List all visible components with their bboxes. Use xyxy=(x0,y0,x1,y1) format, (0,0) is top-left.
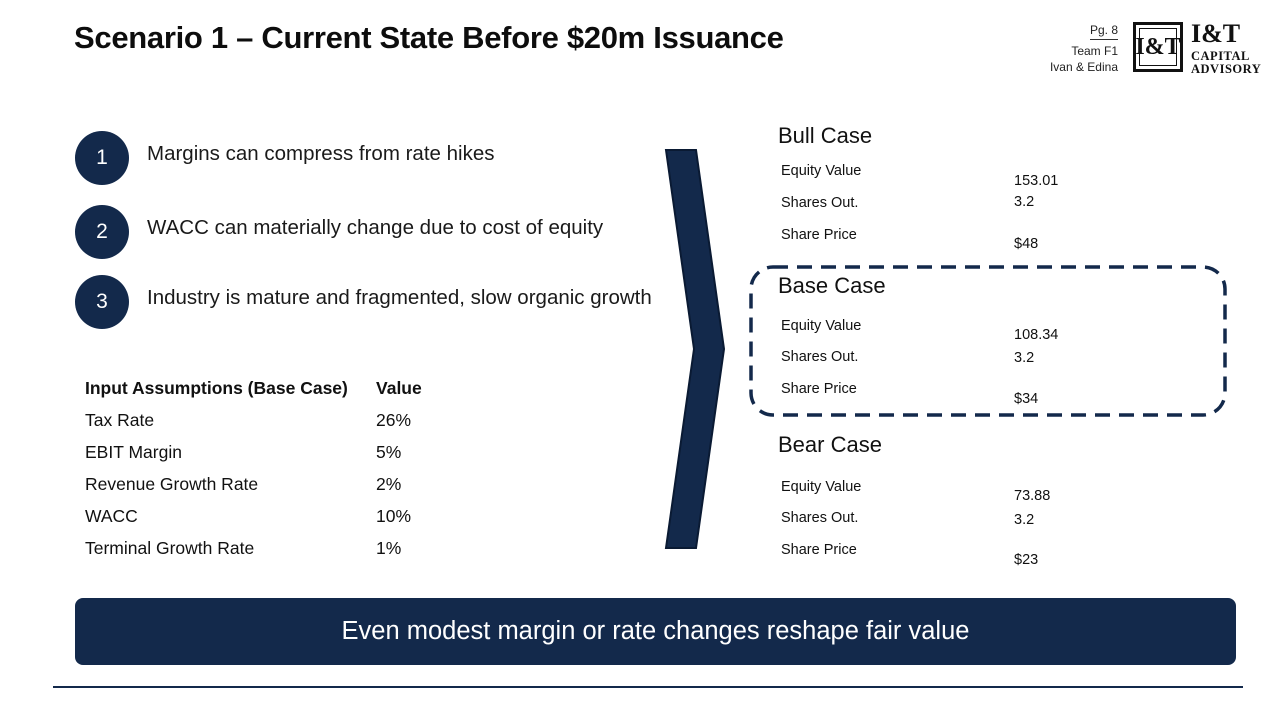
table-row: Terminal Growth Rate 1% xyxy=(85,532,422,564)
base-shares-value: 3.2 xyxy=(1014,350,1035,366)
bull-shares-label: Shares Out. xyxy=(781,195,859,211)
key-point-2: 2 WACC can materially change due to cost… xyxy=(75,205,603,259)
row-label: Terminal Growth Rate xyxy=(85,537,255,558)
team-name: Team F1 xyxy=(1071,44,1118,58)
authors: Ivan & Edina xyxy=(1049,60,1118,74)
row-label: WACC xyxy=(85,505,138,526)
company-logo: I&T I&T CAPITAL ADVISORY xyxy=(1133,20,1265,76)
table-row: EBIT Margin 5% xyxy=(85,436,422,468)
chevron-arrow-icon xyxy=(664,149,726,549)
point-text: WACC can materially change due to cost o… xyxy=(147,216,604,239)
point-number-badge: 1 xyxy=(75,131,129,185)
base-case-title: Base Case xyxy=(778,273,886,298)
key-point-1: 1 Margins can compress from rate hikes xyxy=(75,131,494,185)
page-meta: Pg. 8 Team F1 Ivan & Edina xyxy=(1050,22,1118,75)
row-value: 10% xyxy=(376,505,412,526)
point-number-badge: 2 xyxy=(75,205,129,259)
bear-price-value: $23 xyxy=(1014,552,1039,568)
row-label: EBIT Margin xyxy=(85,441,182,462)
bear-shares-label: Shares Out. xyxy=(781,510,859,526)
row-value: 2% xyxy=(376,473,402,494)
point-number-badge: 3 xyxy=(75,275,129,329)
base-case-highlight-box xyxy=(749,265,1227,417)
bear-case-title: Bear Case xyxy=(778,432,882,457)
base-shares-label: Shares Out. xyxy=(781,349,859,365)
bull-equity-label: Equity Value xyxy=(781,163,862,179)
bull-equity-value: 153.01 xyxy=(1014,173,1059,189)
base-price-value: $34 xyxy=(1014,391,1039,407)
page-number: Pg. 8 xyxy=(1089,22,1118,40)
bull-price-label: Share Price xyxy=(781,227,857,243)
base-equity-label: Equity Value xyxy=(781,318,862,334)
header-label: Input Assumptions (Base Case) xyxy=(85,377,348,398)
point-text: Industry is mature and fragmented, slow … xyxy=(147,286,652,309)
table-row: Revenue Growth Rate 2% xyxy=(85,468,422,500)
bear-price-label: Share Price xyxy=(781,542,857,558)
table-header-row: Input Assumptions (Base Case) Value xyxy=(85,372,422,404)
bull-shares-value: 3.2 xyxy=(1014,194,1035,210)
row-label: Tax Rate xyxy=(85,409,155,430)
row-value: 26% xyxy=(376,409,412,430)
bear-shares-value: 3.2 xyxy=(1014,512,1035,528)
key-point-3: 3 Industry is mature and fragmented, slo… xyxy=(75,275,652,329)
bear-equity-label: Equity Value xyxy=(781,479,862,495)
base-equity-value: 108.34 xyxy=(1014,327,1059,343)
footer-divider xyxy=(53,686,1243,688)
bull-price-value: $48 xyxy=(1014,236,1039,252)
assumptions-table: Input Assumptions (Base Case) Value Tax … xyxy=(85,372,422,564)
base-price-label: Share Price xyxy=(781,381,857,397)
takeaway-banner: Even modest margin or rate changes resha… xyxy=(75,598,1236,665)
table-row: Tax Rate 26% xyxy=(85,404,422,436)
logo-name: I&T xyxy=(1191,19,1241,48)
point-text: Margins can compress from rate hikes xyxy=(147,142,495,165)
takeaway-text: Even modest margin or rate changes resha… xyxy=(341,617,970,645)
row-value: 1% xyxy=(376,537,402,558)
row-label: Revenue Growth Rate xyxy=(85,473,259,494)
bear-equity-value: 73.88 xyxy=(1014,488,1051,504)
logo-mark: I&T xyxy=(1133,22,1183,72)
table-row: WACC 10% xyxy=(85,500,422,532)
logo-subname: CAPITAL ADVISORY xyxy=(1191,49,1262,76)
row-value: 5% xyxy=(376,441,402,462)
bull-case-title: Bull Case xyxy=(778,123,873,148)
header-value: Value xyxy=(376,377,422,398)
slide-title: Scenario 1 – Current State Before $20m I… xyxy=(74,20,784,55)
